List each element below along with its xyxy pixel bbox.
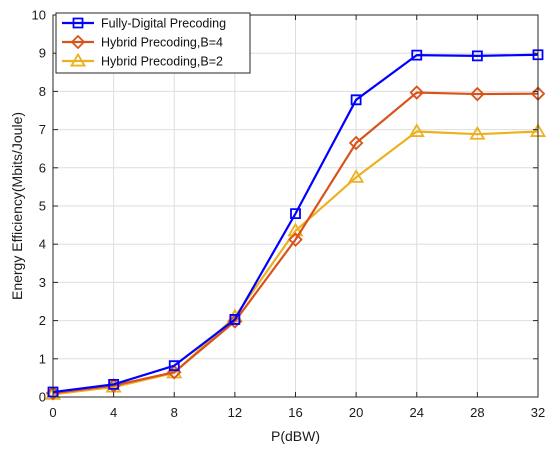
y-tick-label: 3 xyxy=(39,275,46,290)
data-point xyxy=(408,123,425,137)
x-tick-label: 28 xyxy=(470,405,484,420)
legend-marker xyxy=(69,52,87,67)
legend-label: Hybrid Precoding,B=2 xyxy=(101,55,223,69)
series-line xyxy=(52,53,539,394)
y-tick-label: 1 xyxy=(39,351,46,366)
data-point xyxy=(288,232,303,247)
x-tick-label: 0 xyxy=(49,405,56,420)
legend-entry: Hybrid Precoding,B=4 xyxy=(62,34,223,50)
y-tick-label: 5 xyxy=(39,199,46,214)
x-tick-label: 24 xyxy=(410,405,424,420)
legend: Fully-Digital Precoding Hybrid Precoding,… xyxy=(55,12,251,74)
x-tick-label: 8 xyxy=(171,405,178,420)
legend-marker xyxy=(72,17,84,29)
data-point xyxy=(470,86,485,102)
data-point xyxy=(350,94,362,106)
axis-ticks xyxy=(52,14,539,398)
y-axis-label: Energy Efficiency(Mbits/Joule) xyxy=(9,112,25,300)
data-point xyxy=(168,360,180,372)
data-point xyxy=(348,169,365,183)
y-tick-label: 10 xyxy=(32,8,46,23)
y-tick-label: 4 xyxy=(39,237,46,252)
x-tick-label: 16 xyxy=(288,405,302,420)
data-point xyxy=(532,49,544,61)
series-line xyxy=(52,130,539,396)
y-tick-label: 2 xyxy=(39,313,46,328)
legend-entry: Fully-Digital Precoding xyxy=(62,17,226,31)
data-series xyxy=(44,49,547,401)
x-tick-label: 20 xyxy=(349,405,363,420)
y-tick-label: 7 xyxy=(39,122,46,137)
y-tick-label: 9 xyxy=(39,46,46,61)
data-point xyxy=(469,125,486,140)
data-point xyxy=(409,85,425,100)
x-axis-label: P(dBW) xyxy=(271,428,320,444)
y-tick-label: 0 xyxy=(39,390,46,405)
legend-marker xyxy=(70,34,86,50)
legend-label: Hybrid Precoding,B=4 xyxy=(101,36,223,50)
data-point xyxy=(348,135,364,151)
legend-entry: Hybrid Precoding,B=2 xyxy=(62,52,223,69)
series-line xyxy=(52,91,539,395)
y-tick-label: 8 xyxy=(39,84,46,99)
x-tick-label: 4 xyxy=(110,405,117,420)
data-point xyxy=(229,314,241,325)
y-tick-label: 6 xyxy=(39,160,46,175)
data-point xyxy=(290,208,301,220)
data-point xyxy=(108,378,120,390)
data-point xyxy=(411,49,423,61)
x-tick-label: 32 xyxy=(531,405,545,420)
data-point xyxy=(287,222,304,237)
data-point xyxy=(471,50,483,62)
x-tick-label: 12 xyxy=(228,405,242,420)
grid-lines xyxy=(52,14,539,398)
legend-label: Fully-Digital Precoding xyxy=(101,17,226,31)
